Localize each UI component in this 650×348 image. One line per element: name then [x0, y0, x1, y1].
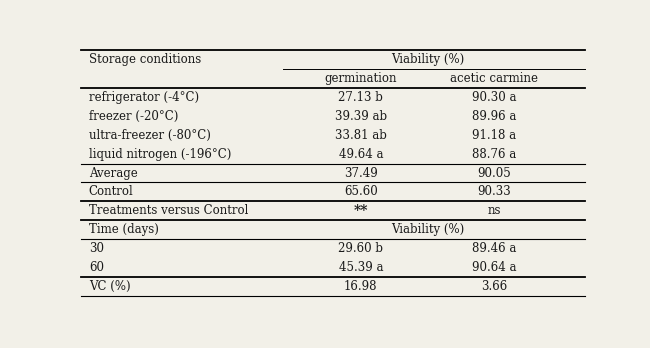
Text: 33.81 ab: 33.81 ab: [335, 129, 387, 142]
Text: 88.76 a: 88.76 a: [472, 148, 517, 160]
Text: ns: ns: [488, 204, 501, 218]
Text: 65.60: 65.60: [344, 185, 378, 198]
Text: Storage conditions: Storage conditions: [89, 53, 201, 66]
Text: 37.49: 37.49: [344, 166, 378, 180]
Text: Control: Control: [89, 185, 133, 198]
Text: Viability (%): Viability (%): [391, 223, 464, 236]
Text: 60: 60: [89, 261, 104, 274]
Text: 39.39 ab: 39.39 ab: [335, 110, 387, 122]
Text: Treatments versus Control: Treatments versus Control: [89, 204, 248, 218]
Text: 3.66: 3.66: [481, 280, 508, 293]
Text: 91.18 a: 91.18 a: [473, 129, 516, 142]
Text: Average: Average: [89, 166, 138, 180]
Text: 16.98: 16.98: [344, 280, 378, 293]
Text: VC (%): VC (%): [89, 280, 131, 293]
Text: refrigerator (-4°C): refrigerator (-4°C): [89, 91, 199, 104]
Text: 45.39 a: 45.39 a: [339, 261, 383, 274]
Text: Time (days): Time (days): [89, 223, 159, 236]
Text: 90.64 a: 90.64 a: [472, 261, 517, 274]
Text: 90.30 a: 90.30 a: [472, 91, 517, 104]
Text: 29.60 b: 29.60 b: [339, 242, 384, 255]
Text: Viability (%): Viability (%): [391, 53, 464, 66]
Text: 90.05: 90.05: [478, 166, 511, 180]
Text: freezer (-20°C): freezer (-20°C): [89, 110, 178, 122]
Text: 27.13 b: 27.13 b: [339, 91, 384, 104]
Text: liquid nitrogen (-196°C): liquid nitrogen (-196°C): [89, 148, 231, 160]
Text: germination: germination: [324, 72, 397, 85]
Text: acetic carmine: acetic carmine: [450, 72, 538, 85]
Text: **: **: [354, 204, 368, 218]
Text: 90.33: 90.33: [478, 185, 511, 198]
Text: 30: 30: [89, 242, 104, 255]
Text: 49.64 a: 49.64 a: [339, 148, 383, 160]
Text: 89.96 a: 89.96 a: [472, 110, 517, 122]
Text: 89.46 a: 89.46 a: [472, 242, 517, 255]
Text: ultra-freezer (-80°C): ultra-freezer (-80°C): [89, 129, 211, 142]
